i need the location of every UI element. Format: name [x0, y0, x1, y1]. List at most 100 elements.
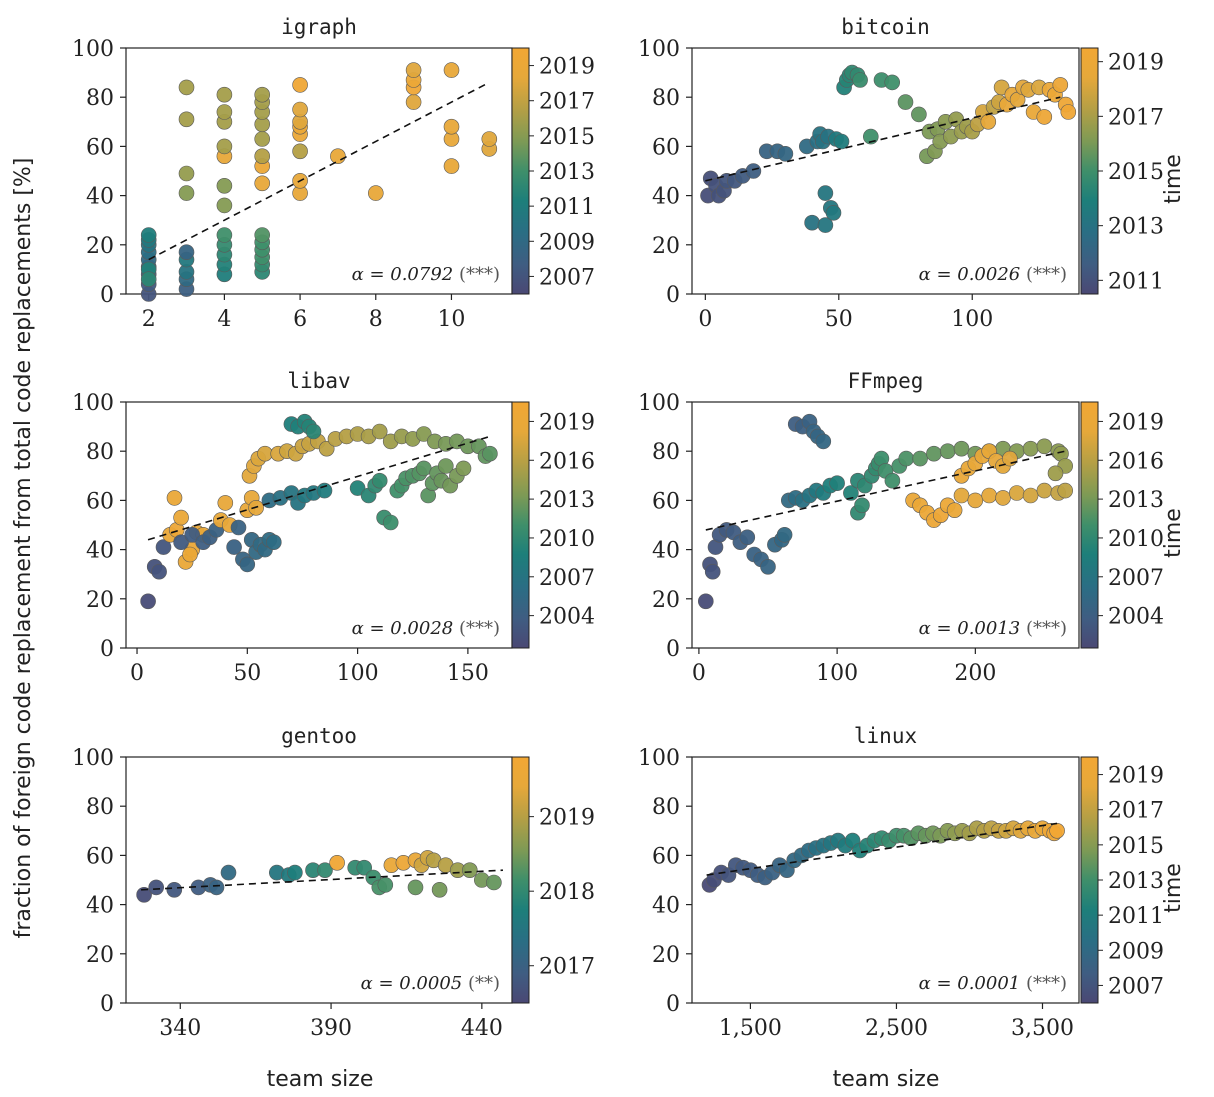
data-point: [704, 563, 721, 580]
colorbar: [1080, 401, 1099, 649]
data-point: [257, 445, 273, 462]
data-point: [953, 440, 970, 457]
y-tick-label: 60: [652, 844, 680, 869]
colorbar-tick-label: 2018: [539, 880, 595, 905]
x-tick-label: 6: [293, 307, 307, 332]
y-tick-label: 100: [638, 37, 680, 62]
colorbar-tick-label: 2017: [539, 955, 595, 980]
data-point: [817, 185, 834, 201]
y-tick-label: 20: [652, 234, 680, 259]
colorbar-label: time: [1161, 508, 1186, 558]
data-point: [1047, 465, 1064, 482]
y-tick-label: 0: [666, 637, 680, 662]
x-tick-label: 0: [698, 307, 712, 332]
y-tick-label: 80: [86, 440, 114, 465]
alpha-annotation: α = 0.0005 (**): [361, 973, 500, 994]
colorbar-tick-label: 2017: [1108, 105, 1164, 130]
data-point: [405, 94, 422, 110]
data-point: [230, 519, 247, 536]
data-point: [216, 104, 233, 120]
data-point: [382, 514, 399, 531]
colorbar: [511, 401, 530, 649]
x-tick-label: 1,500: [719, 1016, 782, 1041]
y-tick-label: 0: [100, 637, 114, 662]
data-point: [854, 497, 870, 514]
data-point: [292, 101, 308, 118]
data-point: [481, 131, 498, 147]
data-point: [405, 62, 422, 78]
scatter-points: [700, 64, 1077, 233]
chart-panel-igraph: igraph 0 20 40 60 80 100 2 4 6 8 10 α = 0.0792 (***)…: [72, 15, 595, 332]
y-tick-label: 80: [652, 86, 680, 111]
y-tick-label: 40: [652, 185, 680, 210]
data-point: [173, 534, 189, 551]
scatter-points: [136, 850, 502, 903]
alpha-value: α = 0.0005: [361, 973, 468, 994]
colorbar-tick-label: 2010: [539, 527, 595, 552]
colorbar-tick-label: 2019: [539, 806, 595, 831]
x-axis-label-right: team size: [833, 1067, 940, 1092]
data-point: [318, 440, 335, 457]
y-tick-label: 40: [652, 894, 680, 919]
colorbar-tick-label: 2007: [1108, 566, 1164, 591]
significance: (**): [468, 973, 500, 994]
data-point: [371, 423, 388, 440]
alpha-value: α = 0.0028: [352, 618, 459, 639]
data-point: [254, 131, 271, 147]
y-tick-label: 100: [72, 391, 114, 416]
data-point: [817, 217, 834, 233]
x-tick-label: 50: [825, 307, 853, 332]
data-point: [349, 480, 366, 496]
y-tick-label: 100: [72, 37, 114, 62]
colorbar-tick-label: 2015: [1108, 160, 1164, 185]
colorbar-tick-label: 2007: [539, 265, 595, 290]
data-point: [216, 227, 233, 243]
y-tick-label: 100: [72, 746, 114, 771]
x-axis-label-left: team size: [267, 1067, 374, 1092]
data-point: [443, 62, 460, 78]
y-tick-label: 0: [666, 283, 680, 308]
colorbar-tick-label: 2013: [1108, 488, 1164, 513]
y-tick-label: 20: [652, 588, 680, 613]
colorbar-tick-label: 2007: [539, 566, 595, 591]
chart-title: gentoo: [281, 724, 357, 748]
data-point: [178, 165, 195, 182]
data-point: [760, 558, 776, 575]
data-point: [455, 460, 472, 477]
chart-title: igraph: [281, 15, 357, 39]
y-tick-label: 80: [652, 440, 680, 465]
data-point: [178, 244, 195, 260]
fit-line: [705, 96, 1061, 182]
y-tick-label: 40: [86, 185, 114, 210]
alpha-value: α = 0.0026: [919, 264, 1026, 285]
data-point: [939, 443, 956, 460]
data-point: [216, 178, 233, 194]
data-point: [166, 881, 183, 898]
colorbar-tick-label: 2004: [539, 605, 595, 630]
y-tick-label: 100: [638, 746, 680, 771]
data-point: [226, 539, 242, 555]
alpha-value: α = 0.0792: [352, 264, 459, 285]
data-point: [415, 460, 432, 477]
colorbar-tick-label: 2013: [539, 160, 595, 185]
data-point: [173, 509, 189, 526]
data-point: [980, 114, 997, 130]
x-tick-label: 3,500: [1011, 1016, 1074, 1041]
data-point: [1022, 487, 1039, 504]
colorbar-tick-label: 2015: [1108, 834, 1164, 859]
chart-panel-libav: libav 0 20 40 60 80 100 0 50 100 150 α = 0.0028 (**…: [72, 369, 595, 686]
data-point: [815, 433, 832, 450]
chart-title: libav: [287, 369, 350, 393]
data-point: [739, 529, 756, 546]
colorbar-tick-label: 2010: [1108, 527, 1164, 552]
y-tick-label: 100: [638, 391, 680, 416]
y-tick-label: 0: [666, 992, 680, 1017]
colorbar-tick-label: 2011: [1108, 269, 1164, 294]
alpha-value: α = 0.0001: [919, 973, 1026, 994]
scatter-points: [140, 413, 498, 610]
plot-frame: [691, 47, 1080, 295]
colorbar-tick-label: 2004: [1108, 605, 1164, 630]
data-point: [136, 886, 152, 903]
y-tick-label: 60: [86, 489, 114, 514]
alpha-annotation: α = 0.0001 (***): [919, 973, 1067, 994]
